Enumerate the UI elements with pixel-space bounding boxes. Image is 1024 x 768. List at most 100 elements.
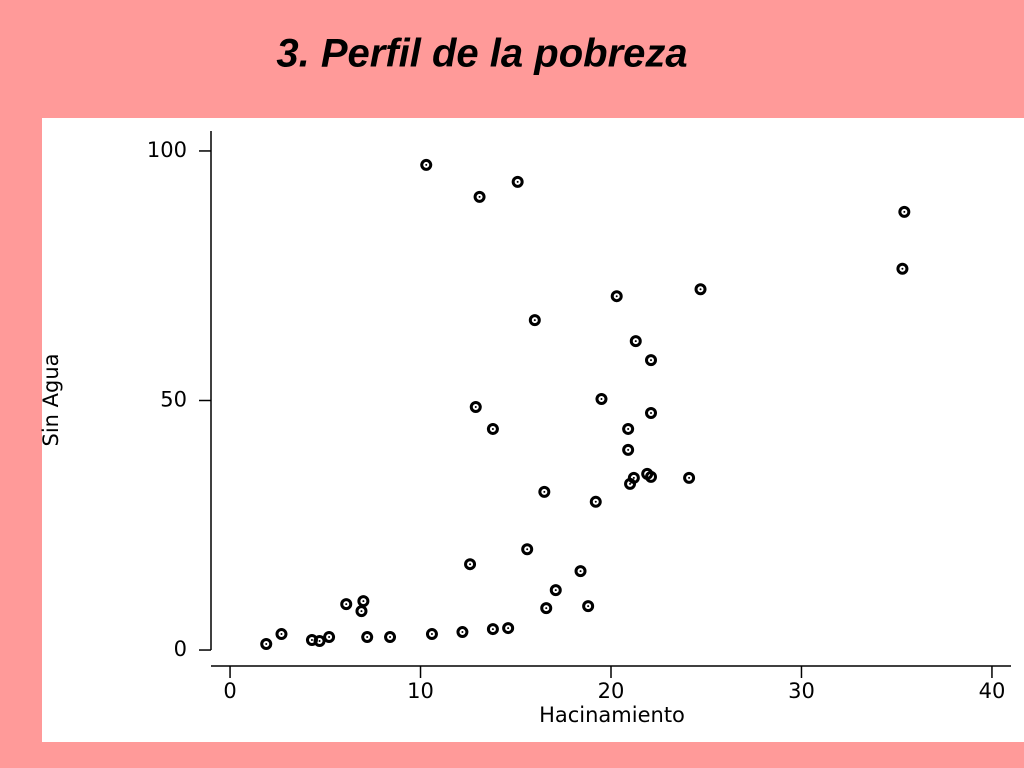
x-axis-label: Hacinamiento <box>539 703 685 727</box>
point-center <box>425 163 428 166</box>
point-ring <box>645 354 657 367</box>
point-center <box>587 605 590 608</box>
slide-title: 3. Perfil de la pobreza <box>276 32 687 76</box>
point-ring <box>627 471 640 484</box>
point-center <box>328 636 331 639</box>
point-ring <box>589 495 602 508</box>
scatter-point <box>357 595 370 608</box>
point-center <box>903 210 906 213</box>
point-center <box>533 319 536 322</box>
point-ring <box>425 628 438 641</box>
chart-panel <box>42 118 1024 742</box>
scatter-point <box>323 631 336 644</box>
point-ring <box>538 485 551 498</box>
scatter-point <box>502 622 515 635</box>
point-center <box>360 610 363 613</box>
point-center <box>688 476 691 479</box>
point-ring <box>464 558 477 571</box>
point-center <box>474 405 477 408</box>
point-ring <box>521 543 534 556</box>
scatter-point <box>511 175 524 188</box>
scatter-point <box>538 485 551 498</box>
point-ring <box>469 400 482 413</box>
scatter-point <box>486 422 499 435</box>
point-ring <box>502 622 515 635</box>
point-ring <box>683 471 696 484</box>
scatter-point <box>645 470 657 483</box>
scatter-point <box>549 584 562 597</box>
point-center <box>362 600 365 603</box>
point-ring <box>574 565 587 578</box>
scatter-point <box>896 262 909 275</box>
point-center <box>632 476 635 479</box>
scatter-point <box>260 638 273 651</box>
x-tick-label: 20 <box>598 679 625 703</box>
point-center <box>554 589 557 592</box>
point-center <box>265 643 268 646</box>
scatter-point <box>610 290 623 303</box>
scatter-point <box>456 626 469 639</box>
y-tick-label: 0 <box>174 637 187 661</box>
point-center <box>507 627 510 630</box>
scatter-point <box>645 354 657 367</box>
point-ring <box>622 422 635 435</box>
point-ring <box>340 598 353 611</box>
scatter-point <box>629 335 642 348</box>
point-center <box>594 500 597 503</box>
point-ring <box>486 623 499 636</box>
scatter-point <box>486 623 499 636</box>
point-center <box>516 180 519 183</box>
scatter-point <box>384 631 397 644</box>
point-ring <box>420 158 433 171</box>
point-ring <box>357 595 370 608</box>
point-center <box>318 640 321 643</box>
scatter-point <box>361 631 374 644</box>
point-ring <box>361 631 374 644</box>
point-center <box>699 288 702 291</box>
point-center <box>366 636 369 639</box>
y-tick-label: 50 <box>160 387 187 411</box>
scatter-point <box>622 422 635 435</box>
scatter-point <box>574 565 587 578</box>
scatter-point <box>898 205 911 218</box>
point-ring <box>629 335 642 348</box>
scatter-point <box>340 598 353 611</box>
scatter-point <box>622 443 635 456</box>
point-center <box>389 636 392 639</box>
point-center <box>545 607 548 610</box>
scatter-point <box>528 314 541 327</box>
point-center <box>627 448 630 451</box>
point-center <box>491 628 494 631</box>
point-center <box>629 482 632 485</box>
scatter-point <box>540 602 553 615</box>
point-center <box>650 411 652 414</box>
point-ring <box>313 635 326 648</box>
point-ring <box>898 205 911 218</box>
point-center <box>634 340 637 343</box>
point-ring <box>528 314 541 327</box>
scatter-point <box>464 558 477 571</box>
point-ring <box>473 190 486 203</box>
scatter-point <box>425 628 438 641</box>
point-center <box>469 563 472 566</box>
scatter-point <box>589 495 602 508</box>
scatter-point <box>645 406 657 419</box>
point-ring <box>610 290 623 303</box>
point-ring <box>486 422 499 435</box>
scatter-point <box>469 400 482 413</box>
point-center <box>615 295 618 298</box>
point-ring <box>511 175 524 188</box>
point-center <box>345 603 348 606</box>
point-ring <box>323 631 336 644</box>
point-center <box>543 490 546 493</box>
x-tick-label: 0 <box>223 679 236 703</box>
point-center <box>310 639 313 642</box>
x-tick-label: 30 <box>788 679 815 703</box>
y-tick-label: 100 <box>147 138 187 162</box>
scatter-point <box>694 283 707 296</box>
point-ring <box>896 262 909 275</box>
point-ring <box>384 631 397 644</box>
point-center <box>526 548 529 551</box>
